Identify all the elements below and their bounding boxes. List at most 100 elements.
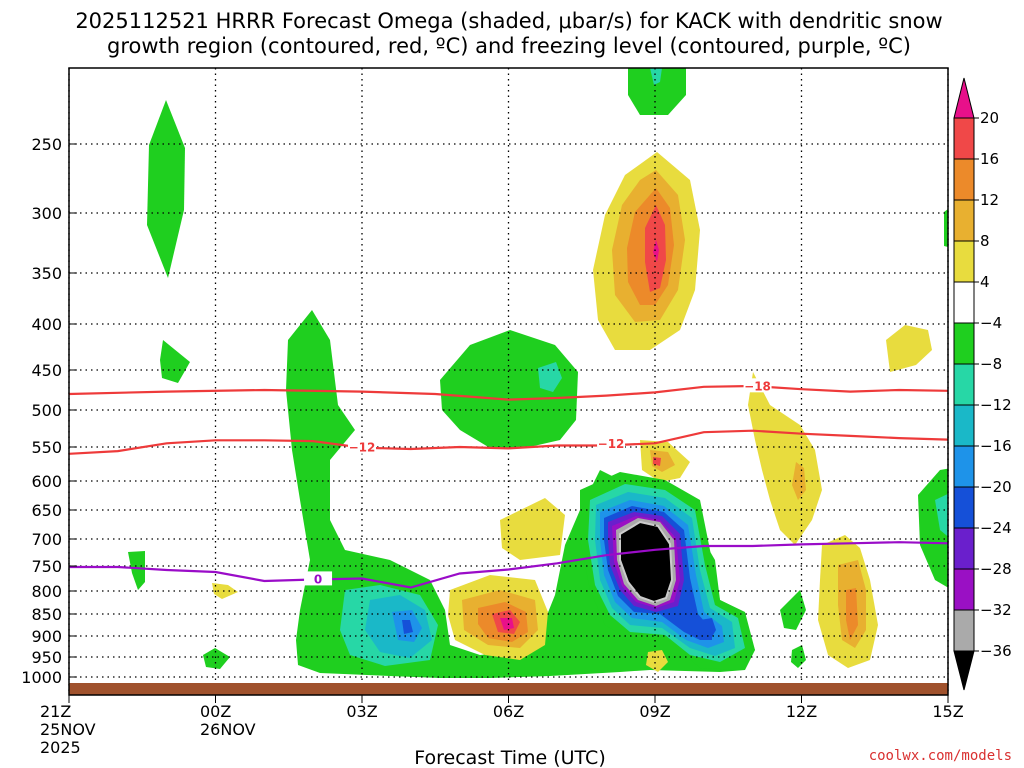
colorbar-box: [953, 486, 975, 529]
contour-dgz-minus-18: [69, 384, 948, 401]
x-tick-label: 09Z: [639, 702, 670, 721]
y-tick-label: 800: [31, 582, 62, 601]
contour-label-dgz-minus-12: −12: [349, 441, 376, 455]
omega-region-green-upper-left: [147, 100, 185, 278]
y-tick-label: 900: [31, 627, 62, 646]
colorbar-tick-label: 20: [980, 109, 999, 127]
contour-lines: [69, 384, 948, 589]
colorbar-tick-label: −4: [980, 314, 1002, 332]
y-tick-label: 300: [31, 204, 62, 223]
colorbar-tick-label: 16: [980, 150, 999, 168]
contour-dgz-minus-12: [69, 429, 948, 455]
colorbar-tick-label: −24: [980, 519, 1012, 537]
colorbar-box: [953, 568, 975, 611]
contour-labels: −18 −12 −12 0: [304, 378, 772, 586]
omega-region-gray-edge: [619, 520, 674, 604]
x-tick-label: 12Z: [786, 702, 817, 721]
y-tick-label: 600: [31, 472, 62, 491]
colorbar-box: [953, 158, 975, 201]
omega-region-green-left-750: [128, 551, 145, 590]
y-tick-label: 700: [31, 530, 62, 549]
y-tick-label: 650: [31, 501, 62, 520]
colorbar-tick-label: −28: [980, 560, 1012, 578]
contour-label-bg: [348, 439, 376, 454]
colorbar-top-arrow: [953, 77, 975, 119]
colorbar-tick-label: 8: [980, 232, 990, 250]
colorbar-box: [953, 445, 975, 488]
omega-region-gold-550: [650, 450, 675, 472]
contour-label-dgz-minus-12-b: −12: [598, 437, 625, 451]
colorbar-box: [953, 117, 975, 160]
colorbar-box: [953, 281, 975, 324]
chart-title-line1: 2025112521 HRRR Forecast Omega (shaded, …: [75, 9, 942, 33]
omega-region-gold-right-mid: [792, 462, 806, 500]
colorbar-tick-label: −32: [980, 601, 1012, 619]
colorbar-box: [953, 240, 975, 283]
y-tick-label: 400: [31, 315, 62, 334]
omega-region-green-right-edge-300: [944, 209, 948, 247]
contour-label-freezing-level: 0: [314, 572, 322, 586]
omega-region-teal-top-center: [650, 68, 662, 85]
y-tick-label: 1000: [21, 668, 62, 687]
y-tick-label: 350: [31, 264, 62, 283]
x-tick-label: 26NOV: [200, 720, 256, 739]
omega-region-orange-right-lower: [846, 588, 858, 640]
chart-title-line2: growth region (contoured, red, ºC) and f…: [107, 34, 911, 58]
omega-region-green-right-950: [791, 645, 806, 668]
plot-frame: [68, 67, 949, 696]
y-tick-label: 950: [31, 648, 62, 667]
omega-region-green-right-850: [780, 590, 806, 630]
credit-text: coolwx.com/models: [869, 748, 1012, 764]
y-tick-label: 850: [31, 605, 62, 624]
omega-region-green-left-small: [160, 340, 190, 383]
omega-region-pink-upper-max: [653, 240, 659, 262]
x-tick-label: 25NOV: [40, 720, 96, 739]
contour-label-bg: [597, 436, 626, 451]
x-tick-label: 2025: [40, 738, 81, 757]
ground-bar: [69, 683, 948, 695]
y-tick-label: 250: [31, 135, 62, 154]
x-tick-label: 21Z: [40, 702, 71, 721]
omega-region-pink-lower-max: [500, 618, 514, 630]
colorbar-box: [953, 527, 975, 570]
omega-region-green-450: [440, 330, 578, 448]
omega-region-green-left-950: [203, 648, 230, 669]
contour-label-dgz-minus-18: −18: [744, 379, 771, 393]
gridlines: [68, 68, 949, 695]
colorbar-tick-label: −8: [980, 355, 1002, 373]
colorbar-bottom-arrow: [953, 650, 975, 691]
x-tick-label: 00Z: [200, 702, 231, 721]
colorbar-box: [953, 322, 975, 365]
colorbar-box: [953, 404, 975, 447]
omega-region-teal-450: [538, 362, 562, 392]
colorbar-tick-label: −20: [980, 478, 1012, 496]
colorbar-tick-label: −36: [980, 642, 1012, 660]
omega-region-deepblue-lower-left: [402, 620, 413, 634]
colorbar-box: [953, 363, 975, 406]
contour-label-bg: [743, 378, 772, 393]
contour-label-bg: [304, 571, 333, 586]
y-tick-label: 750: [31, 557, 62, 576]
x-axis-label: Forecast Time (UTC): [414, 747, 605, 768]
colorbar-tick-label: 4: [980, 273, 990, 291]
colorbar-box: [953, 199, 975, 242]
x-tick-label: 03Z: [346, 702, 377, 721]
omega-region-green-top-center: [628, 68, 686, 115]
y-axis-ticks: 250 300 350 400 450 500 550 600 650 700 750 800 850 9…: [21, 135, 77, 687]
omega-region-yellow-950: [646, 650, 668, 672]
x-tick-label: 06Z: [493, 702, 524, 721]
omega-region-teal-right-edge-650: [935, 493, 948, 537]
omega-region-blue-lobe-deep: [700, 618, 716, 640]
omega-region-yellow-700: [500, 498, 565, 560]
omega-region-yellow-left-800: [212, 583, 238, 599]
y-tick-label: 500: [31, 401, 62, 420]
omega-colorbar: 20 16 12 8 4 −4 −8 −12 −16 −20 −24 −28 −32 −36: [953, 77, 1012, 691]
colorbar-tick-label: −16: [980, 437, 1012, 455]
contour-freezing-level: [69, 541, 948, 589]
y-tick-label: 450: [31, 361, 62, 380]
x-tick-label: 15Z: [932, 702, 963, 721]
colorbar-tick-label: 12: [980, 191, 999, 209]
omega-region-yellow-right-mid: [748, 372, 822, 545]
